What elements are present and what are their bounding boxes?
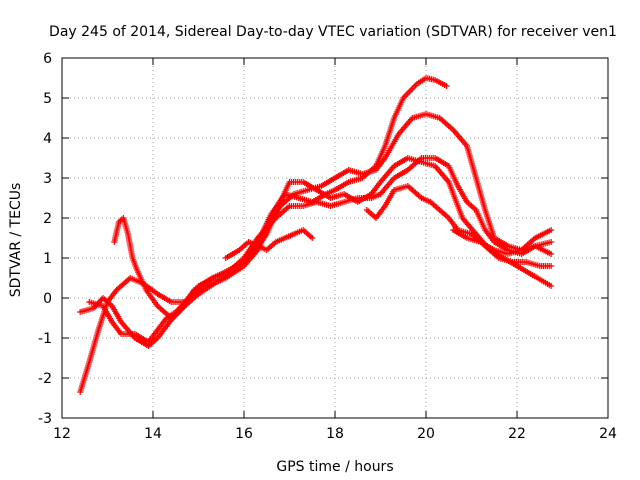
y-tick-label: 2	[43, 211, 52, 227]
data-point	[548, 283, 555, 289]
plot-frame	[61, 57, 609, 419]
x-tick-label: 12	[53, 426, 71, 442]
y-tick-label: 5	[43, 91, 52, 107]
series-trace-5	[222, 227, 316, 261]
chart-title: Day 245 of 2014, Sidereal Day-to-day VTE…	[49, 24, 617, 40]
series-trace-7	[450, 227, 555, 257]
data-point	[443, 83, 450, 89]
y-tick-label: -2	[38, 371, 52, 387]
x-tick-label: 18	[326, 426, 344, 442]
data-point	[309, 235, 316, 241]
data-point	[548, 251, 555, 257]
y-axis-label: SDTVAR / TECUs	[8, 183, 24, 298]
y-tick-label: 3	[43, 171, 52, 187]
y-tick-label: 0	[43, 291, 52, 307]
data-layer	[77, 75, 555, 395]
x-tick-label: 16	[235, 426, 253, 442]
series-trace-4	[111, 155, 555, 321]
x-tick-label: 24	[599, 426, 617, 442]
data-point	[548, 239, 555, 245]
y-tick-label: 4	[43, 131, 52, 147]
x-tick-label: 20	[417, 426, 435, 442]
x-tick-label: 14	[144, 426, 162, 442]
y-tick-label: 1	[43, 251, 52, 267]
data-point	[548, 263, 555, 269]
data-point	[548, 227, 555, 233]
y-tick-label: -3	[38, 411, 52, 427]
x-axis-label: GPS time / hours	[276, 459, 393, 475]
x-tick-label: 22	[508, 426, 526, 442]
y-tick-label: 6	[43, 51, 52, 67]
y-tick-label: -1	[38, 331, 52, 347]
